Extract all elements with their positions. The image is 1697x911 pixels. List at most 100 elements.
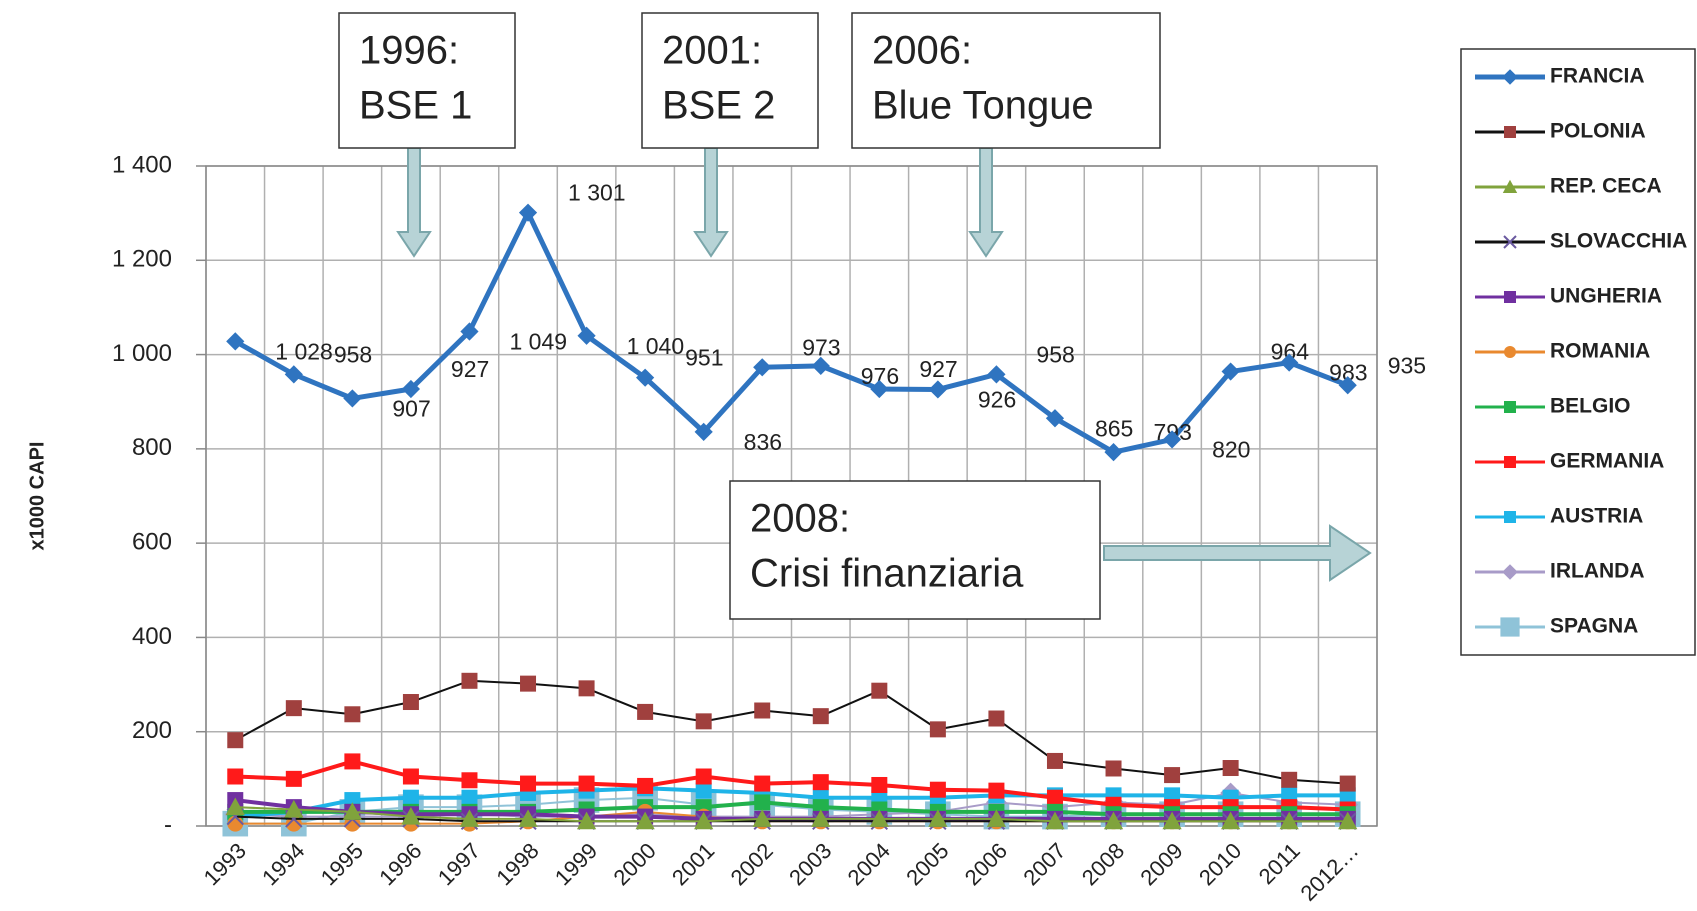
marker [1503, 235, 1517, 249]
marker [342, 802, 362, 820]
marker [461, 772, 478, 789]
marker [754, 775, 771, 792]
marker [284, 365, 303, 384]
legend-item: IRLANDA [1475, 560, 1645, 583]
series [227, 672, 1356, 792]
x-tick-label: 2010 [1194, 838, 1246, 890]
y-tick-label: 600 [132, 528, 172, 555]
marker [928, 380, 947, 399]
marker [1221, 811, 1241, 830]
data-label: 935 [1388, 352, 1426, 378]
arrow [396, 147, 432, 258]
marker [1104, 443, 1123, 462]
marker [1339, 775, 1356, 792]
data-label: 1 049 [509, 329, 567, 355]
marker [811, 356, 830, 375]
marker [520, 675, 537, 692]
marker [227, 768, 244, 785]
x-tick-label: 2008 [1077, 838, 1129, 890]
x-tick-label: 1997 [433, 838, 485, 890]
marker [1504, 346, 1516, 358]
legend-item: FRANCIA [1475, 65, 1645, 88]
marker [694, 422, 713, 441]
y-tick-label: 1 200 [112, 246, 172, 273]
x-tick-label: 2000 [608, 838, 660, 890]
legend-label: GERMANIA [1550, 450, 1664, 473]
marker [1338, 811, 1358, 830]
series-line [234, 210, 1349, 455]
marker [811, 809, 831, 827]
legend-label: UNGHERIA [1550, 285, 1662, 308]
arrow [693, 147, 729, 258]
annotation-box [338, 12, 516, 149]
marker [578, 775, 595, 792]
marker [1500, 617, 1520, 637]
marker [635, 811, 655, 830]
annotation-box [851, 12, 1161, 149]
data-label: 1 040 [627, 333, 685, 359]
legend-item: GERMANIA [1475, 450, 1664, 473]
series [227, 753, 1356, 818]
marker [402, 789, 419, 806]
annotation-text: BSE 1 [359, 84, 472, 128]
marker [401, 379, 421, 399]
x-tick-label: 1999 [550, 838, 602, 890]
annotation-text: 2008: [750, 497, 850, 541]
x-tick-label: 1994 [257, 838, 309, 890]
marker [752, 809, 772, 827]
series-line [235, 759, 1348, 812]
y-tick-label: 200 [132, 717, 172, 744]
annotation-text: 2006: [872, 29, 972, 73]
marker [871, 776, 888, 793]
marker [694, 811, 714, 830]
marker [577, 326, 596, 345]
legend-item: UNGHERIA [1475, 285, 1662, 308]
marker [1162, 430, 1182, 449]
marker [461, 789, 478, 806]
annotation-text: Crisi finanziaria [750, 552, 1024, 596]
marker [1045, 409, 1065, 428]
series-line [235, 806, 1348, 823]
data-label: 836 [744, 429, 782, 455]
x-tick-label: 2003 [784, 838, 836, 890]
marker [285, 770, 302, 787]
marker [753, 358, 772, 377]
annotation-text: 1996: [359, 29, 459, 73]
annotation-text: 2001: [662, 29, 762, 73]
marker [459, 809, 480, 827]
marker [284, 799, 304, 818]
marker [402, 694, 419, 711]
marker [578, 680, 595, 697]
marker [812, 774, 829, 791]
legend-label: FRANCIA [1550, 65, 1645, 88]
marker [1502, 564, 1518, 580]
x-tick-label: 2005 [901, 838, 953, 890]
x-tick-label: 2001 [667, 838, 719, 890]
marker [1504, 456, 1516, 468]
legend-item: POLONIA [1475, 120, 1646, 143]
data-label: 907 [392, 395, 430, 421]
annotation-text: Blue Tongue [872, 84, 1094, 128]
marker [401, 806, 421, 825]
legend-item: BELGIO [1475, 395, 1631, 418]
x-tick-label: 2012… [1296, 838, 1364, 906]
marker [1046, 752, 1063, 769]
data-label: 958 [1036, 341, 1074, 367]
x-tick-label: 1995 [316, 838, 368, 890]
marker [1279, 811, 1299, 830]
marker [1504, 126, 1516, 138]
y-tick-label: 400 [132, 623, 172, 650]
marker [636, 368, 655, 387]
marker [1502, 179, 1518, 193]
annotation-box [729, 480, 1101, 620]
marker [695, 782, 712, 799]
marker [1222, 760, 1239, 777]
data-label: 927 [451, 356, 489, 382]
marker [518, 203, 538, 222]
marker [870, 379, 889, 399]
x-tick-label: 2002 [726, 838, 778, 890]
marker [1280, 353, 1299, 372]
legend-item: AUSTRIA [1475, 505, 1643, 528]
